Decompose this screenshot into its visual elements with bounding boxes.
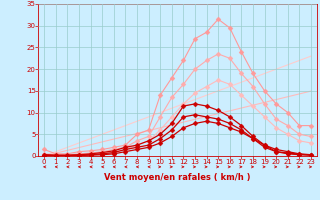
X-axis label: Vent moyen/en rafales ( km/h ): Vent moyen/en rafales ( km/h ) — [104, 173, 251, 182]
